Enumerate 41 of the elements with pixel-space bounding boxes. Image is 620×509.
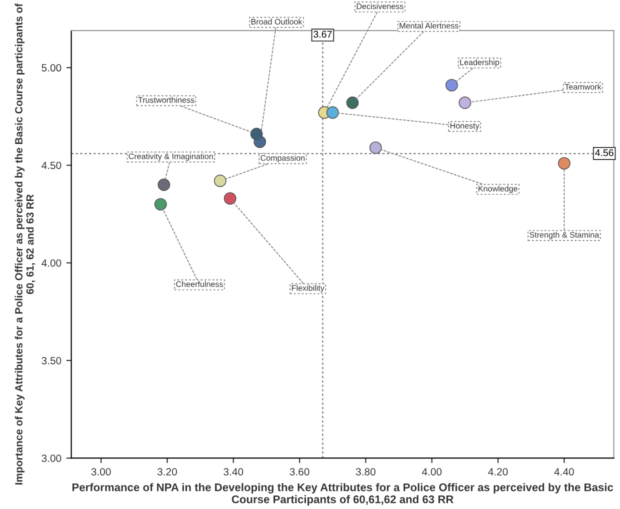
x-axis-title: Performance of NPA in the Developing the Key Attributes for a Police Officer as perceived by the Basic Course Participants of 60,61,62 and 63 RR (72, 483, 614, 506)
y-axis-title: Importance of Key Attributes for a Police Officer as perceived by the Basic Course participants of 60, 61, 62 and 63 RR (14, 3, 36, 485)
text: Compassion (260, 154, 305, 162)
text: Cheerfulness (176, 281, 223, 288)
y-tick-label: 4.50 (42, 162, 62, 170)
point (250, 128, 263, 140)
x-tick-label: 3.20 (157, 468, 177, 476)
point (346, 96, 359, 110)
x-tick-label: 3.80 (356, 468, 376, 476)
text: Strength & Stamina (530, 232, 600, 240)
series-label: Leadership (460, 59, 500, 67)
point (214, 174, 226, 188)
ref-line-label: 3.67 (314, 30, 332, 38)
text: Trustworthiness (138, 96, 194, 103)
x-tick-label: 3.60 (290, 468, 310, 476)
text: Knowledge (478, 186, 518, 194)
text: Broad Outlook (251, 18, 302, 25)
point (445, 78, 458, 92)
y-tick-label: 3.50 (42, 356, 62, 364)
text: Flexibility (292, 284, 324, 292)
x-tick-label: 3.40 (224, 468, 244, 476)
x-tick-label: 4.20 (488, 468, 508, 476)
x-tick-label: 3.00 (91, 468, 111, 476)
text: Honesty (450, 122, 480, 130)
text: Decisiveness (356, 3, 404, 10)
point (224, 192, 236, 205)
y-tick-label: 3.00 (42, 454, 62, 462)
ref-line-label: 4.56 (595, 149, 614, 156)
point (154, 198, 167, 211)
x-tick-label: 4.00 (422, 468, 442, 476)
point (158, 178, 170, 192)
point (558, 157, 570, 170)
text: Creativity & Imagination (128, 153, 213, 161)
text: Mental Alertness (400, 22, 458, 29)
point (369, 141, 382, 154)
point (458, 96, 472, 110)
text: Teamwork (564, 84, 602, 90)
y-tick-label: 5.00 (42, 64, 62, 72)
x-tick-label: 4.40 (554, 468, 574, 476)
point (326, 106, 339, 119)
y-tick-label: 4.00 (42, 259, 62, 267)
